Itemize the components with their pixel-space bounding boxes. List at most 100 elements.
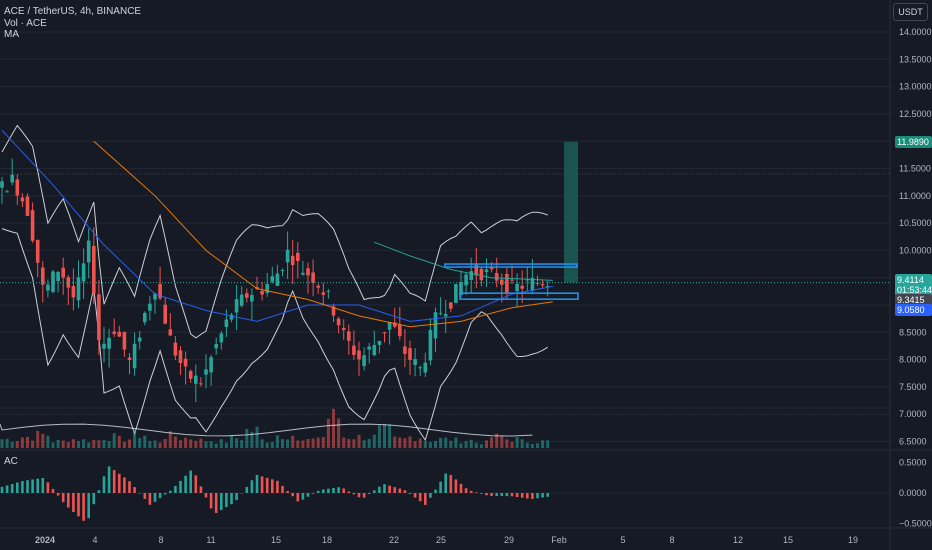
ac-bar: [271, 479, 274, 493]
ac-bar: [214, 493, 218, 513]
ac-bar: [322, 489, 325, 493]
ac-bar: [281, 485, 284, 493]
ac-legend[interactable]: AC: [4, 456, 18, 467]
candle: [81, 248, 86, 299]
price-axis-label: 13.0000: [899, 82, 932, 92]
candle-body: [61, 267, 65, 278]
candle-body: [316, 285, 320, 288]
volume-bar: [270, 442, 274, 448]
ac-bar: [31, 479, 34, 493]
candle: [352, 330, 356, 360]
ac-bar: [133, 487, 136, 493]
candle-body: [520, 285, 524, 289]
volume-bar: [403, 438, 407, 448]
ac-bar: [97, 490, 101, 493]
ma-legend[interactable]: MA: [4, 29, 19, 40]
candle-body: [178, 350, 183, 364]
volume-bar: [367, 439, 371, 448]
volume-bar: [240, 440, 244, 448]
volume-bar: [474, 442, 478, 448]
ac-bar: [184, 475, 187, 493]
candle: [443, 299, 448, 334]
candle: [46, 279, 50, 298]
volume-bar: [230, 435, 233, 448]
volume-bar: [0, 439, 4, 448]
candle: [326, 289, 331, 299]
ac-bar: [403, 490, 407, 493]
ac-bar: [393, 487, 396, 493]
ac-bar: [77, 493, 80, 517]
candle: [413, 348, 417, 377]
candle-body: [326, 290, 331, 292]
candle-body: [377, 340, 382, 345]
volume-bar: [245, 428, 249, 448]
ac-bar: [541, 493, 544, 498]
candle-body: [510, 279, 514, 281]
candle: [403, 329, 407, 368]
volume-bar: [362, 440, 366, 448]
candle-body: [234, 299, 239, 313]
time-axis-label: Feb: [551, 535, 567, 545]
ac-bar: [301, 493, 305, 500]
volume-bar: [122, 441, 126, 448]
ac-axis-label: 0.0000: [899, 488, 927, 498]
candle: [153, 292, 157, 314]
candlesticks[interactable]: [0, 158, 550, 403]
volume-bar: [418, 438, 422, 448]
candle: [285, 231, 290, 280]
time-axis-label: 15: [783, 535, 793, 545]
volume-bar: [500, 436, 504, 448]
candle-body: [306, 268, 310, 276]
volume-bar: [505, 439, 509, 448]
ac-bar: [143, 493, 147, 499]
price-axis-label: 11.5000: [899, 164, 931, 174]
ac-bar: [500, 493, 504, 497]
candle-body: [158, 283, 162, 299]
candle: [143, 311, 147, 326]
candle: [209, 354, 213, 386]
ac-bar: [102, 476, 106, 493]
ac-bar: [357, 493, 361, 498]
candle-body: [92, 245, 96, 294]
volume-bar: [209, 441, 213, 448]
symbol-title[interactable]: ACE / TetherUS, 4h, BINANCE: [4, 6, 142, 17]
volume-bar: [321, 437, 325, 448]
ac-bar: [546, 493, 549, 497]
volume-bar: [158, 442, 162, 448]
volume-bar: [383, 423, 386, 448]
candle: [392, 307, 397, 329]
volume-bar: [10, 441, 14, 448]
candle: [301, 261, 305, 276]
volume-bar: [204, 441, 208, 448]
candle: [408, 340, 412, 376]
candle: [127, 353, 132, 375]
ac-bar: [510, 493, 514, 497]
candle-body: [469, 271, 473, 280]
ac-bar: [174, 485, 177, 493]
currency-button[interactable]: USDT: [893, 3, 928, 21]
volume-bar: [306, 438, 310, 448]
ac-bar: [220, 493, 223, 511]
volume-bar: [342, 437, 346, 448]
volume-bar: [148, 441, 152, 448]
volume-bar: [117, 435, 121, 448]
volume-bar: [316, 437, 320, 448]
candle-body: [362, 355, 366, 367]
ac-bar: [531, 493, 534, 499]
candle: [520, 270, 524, 304]
volume-bar: [536, 443, 539, 448]
candle: [275, 264, 280, 286]
moving-average-line: [1, 129, 553, 322]
volume-legend[interactable]: Vol · ACE: [4, 18, 47, 29]
candle-body: [204, 369, 208, 375]
ac-bar: [464, 488, 468, 493]
ac-bar: [454, 479, 458, 493]
ac-bar: [383, 484, 386, 493]
price-axis-label: 7.5000: [899, 382, 927, 392]
volume-bar: [469, 439, 473, 448]
candle: [387, 321, 392, 345]
ac-bar: [0, 486, 4, 493]
candle-body: [290, 255, 295, 266]
ac-bar: [209, 493, 213, 509]
